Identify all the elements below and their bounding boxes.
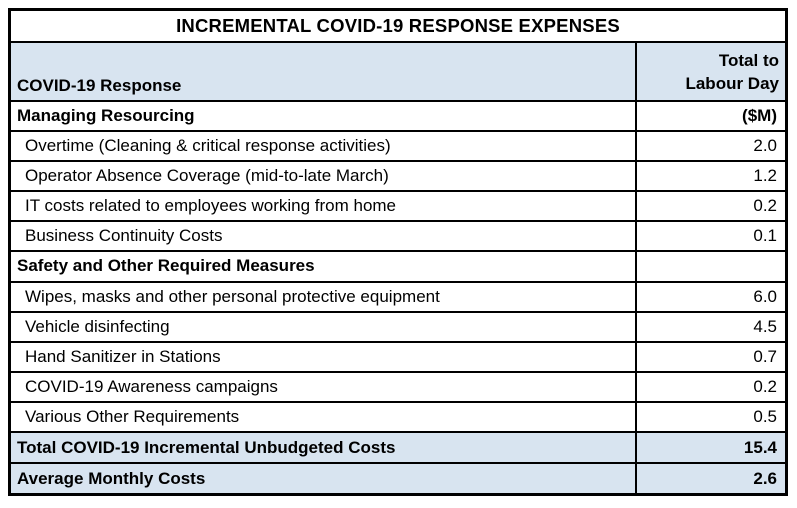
table-row: Vehicle disinfecting 4.5: [8, 310, 788, 343]
row-value: 6.0: [635, 280, 788, 313]
total-row: Total COVID-19 Incremental Unbudgeted Co…: [8, 431, 788, 465]
table-row: Overtime (Cleaning & critical response a…: [8, 129, 788, 163]
table-row: Wipes, masks and other personal protecti…: [8, 280, 788, 313]
table-row: Business Continuity Costs 0.1: [8, 220, 788, 253]
header-value-line2: Labour Day: [685, 73, 779, 93]
table-title: INCREMENTAL COVID-19 RESPONSE EXPENSES: [8, 8, 788, 43]
row-value: 2.6: [635, 462, 788, 496]
header-value-cell: Total to Labour Day: [635, 40, 788, 102]
table-row: Operator Absence Coverage (mid-to-late M…: [8, 160, 788, 193]
row-value: 2.0: [635, 129, 788, 163]
row-value: 0.7: [635, 340, 788, 373]
row-value: [635, 250, 788, 283]
row-label: Vehicle disinfecting: [8, 310, 638, 343]
row-label: Business Continuity Costs: [8, 220, 638, 253]
section-row: Managing Resourcing ($M): [8, 99, 788, 132]
row-label: COVID-19 Awareness campaigns: [8, 370, 638, 403]
row-label: Safety and Other Required Measures: [8, 250, 638, 283]
total-row: Average Monthly Costs 2.6: [8, 462, 788, 496]
row-label: Wipes, masks and other personal protecti…: [8, 280, 638, 313]
table-row: IT costs related to employees working fr…: [8, 190, 788, 223]
section-row: Safety and Other Required Measures: [8, 250, 788, 283]
row-value: 0.2: [635, 190, 788, 223]
expenses-table: INCREMENTAL COVID-19 RESPONSE EXPENSES C…: [8, 8, 788, 496]
row-value: 15.4: [635, 431, 788, 465]
row-value: 0.1: [635, 220, 788, 253]
row-value: 0.2: [635, 370, 788, 403]
table-row: Hand Sanitizer in Stations 0.7: [8, 340, 788, 373]
row-label: IT costs related to employees working fr…: [8, 190, 638, 223]
row-label: Average Monthly Costs: [8, 462, 638, 496]
row-value: 4.5: [635, 310, 788, 343]
row-value: ($M): [635, 99, 788, 132]
row-label: Various Other Requirements: [8, 400, 638, 434]
row-value: 0.5: [635, 400, 788, 434]
header-row: COVID-19 Response Total to Labour Day: [8, 40, 788, 102]
header-label-cell: COVID-19 Response: [8, 40, 638, 102]
header-value-line1: Total to: [718, 51, 779, 70]
title-row: INCREMENTAL COVID-19 RESPONSE EXPENSES: [8, 8, 788, 43]
table-row: COVID-19 Awareness campaigns 0.2: [8, 370, 788, 403]
row-value: 1.2: [635, 160, 788, 193]
row-label: Total COVID-19 Incremental Unbudgeted Co…: [8, 431, 638, 465]
row-label: Overtime (Cleaning & critical response a…: [8, 129, 638, 163]
row-label: Managing Resourcing: [8, 99, 638, 132]
table-row: Various Other Requirements 0.5: [8, 400, 788, 434]
row-label: Hand Sanitizer in Stations: [8, 340, 638, 373]
row-label: Operator Absence Coverage (mid-to-late M…: [8, 160, 638, 193]
